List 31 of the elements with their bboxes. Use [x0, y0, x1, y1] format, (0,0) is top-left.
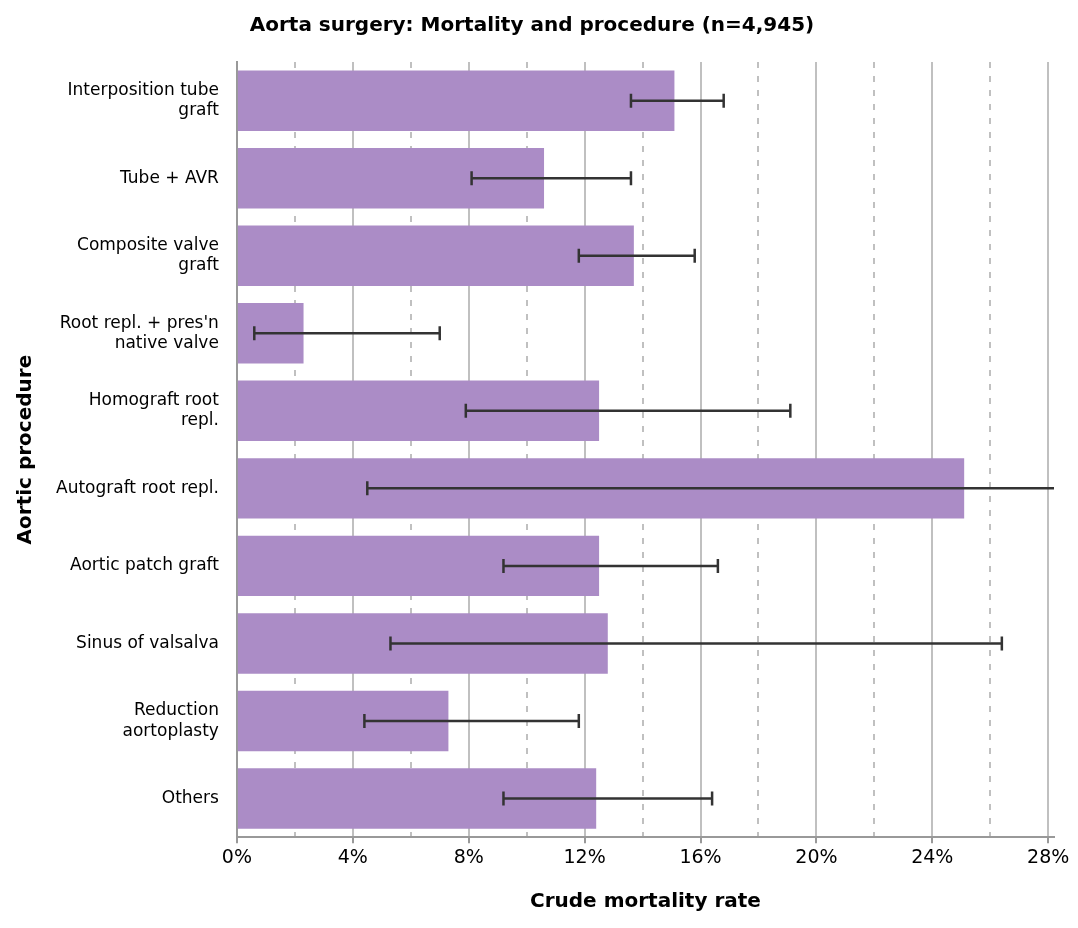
- bar: [237, 535, 600, 597]
- x-tick-label: 8%: [453, 844, 484, 867]
- y-tick-label: Reduction aortoplasty: [122, 699, 219, 740]
- x-tick-label: 28%: [1027, 844, 1070, 867]
- x-tick-label: 0%: [221, 844, 252, 867]
- bar: [237, 380, 600, 442]
- bar: [237, 148, 545, 209]
- bar: [237, 768, 597, 829]
- bar: [237, 458, 965, 519]
- x-tick-label: 16%: [679, 844, 722, 867]
- bar: [237, 225, 634, 287]
- y-tick-label: Tube + AVR: [119, 166, 220, 187]
- x-axis-title: Crude mortality rate: [530, 888, 761, 913]
- bar: [237, 690, 449, 752]
- y-tick-label: Sinus of valsalva: [76, 631, 219, 652]
- bar: [237, 303, 304, 364]
- x-tick-label: 4%: [337, 844, 368, 867]
- y-axis-title: Aortic procedure: [12, 354, 37, 545]
- y-tick-label: Root repl. + pres'n native valve: [59, 311, 219, 352]
- x-tick-label: 24%: [911, 844, 954, 867]
- bar: [237, 70, 675, 131]
- x-tick-label: 12%: [563, 844, 606, 867]
- y-tick-label: Autograft root repl.: [56, 476, 219, 497]
- y-tick-label: Aortic patch graft: [70, 554, 220, 575]
- y-tick-label: Homograft root repl.: [88, 389, 220, 430]
- bar: [237, 613, 608, 674]
- chart-title: Aorta surgery: Mortality and procedure (n=4,945): [249, 12, 815, 37]
- x-tick-label: 20%: [795, 844, 838, 867]
- y-tick-label: Composite valve graft: [77, 234, 220, 275]
- y-tick-label: Others: [161, 786, 220, 807]
- y-tick-label: Interposition tube graft: [67, 78, 220, 120]
